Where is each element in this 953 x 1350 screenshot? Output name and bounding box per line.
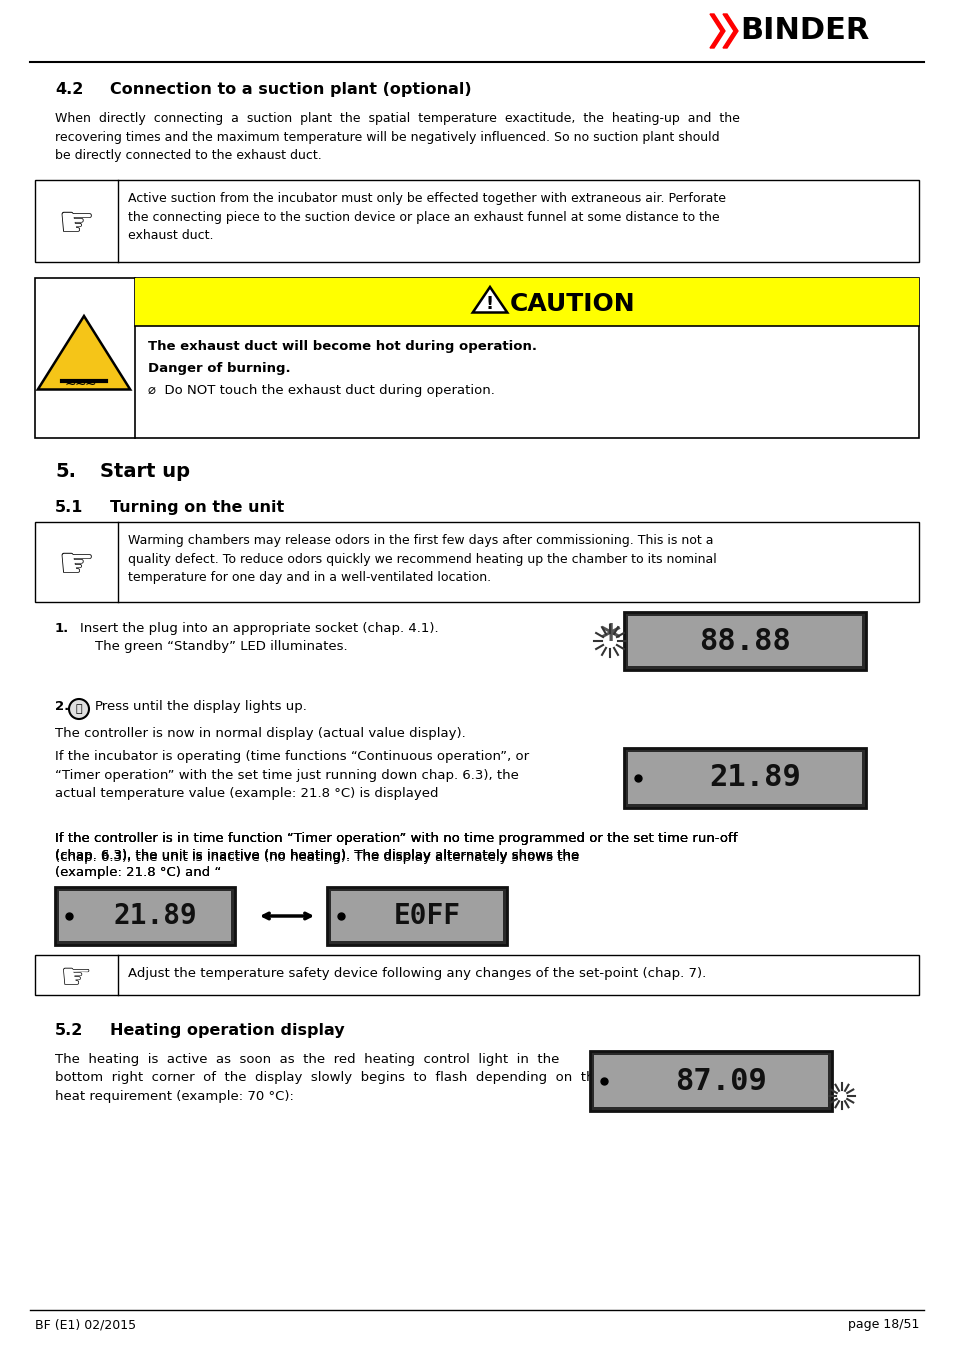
Text: If the controller is in time function “Timer operation” with no time programmed : If the controller is in time function “T… bbox=[55, 832, 737, 845]
Polygon shape bbox=[38, 316, 130, 390]
Text: CAUTION: CAUTION bbox=[510, 292, 635, 316]
Text: 5.2: 5.2 bbox=[55, 1023, 83, 1038]
Bar bbox=[59, 891, 231, 941]
Text: Connection to a suction plant (optional): Connection to a suction plant (optional) bbox=[110, 82, 471, 97]
Text: until the display lights up.: until the display lights up. bbox=[132, 701, 307, 713]
Text: ≈: ≈ bbox=[64, 377, 75, 390]
Text: Active suction from the incubator must only be effected together with extraneous: Active suction from the incubator must o… bbox=[128, 192, 725, 242]
Text: 21.89: 21.89 bbox=[708, 764, 801, 792]
Text: *: * bbox=[599, 622, 619, 660]
Text: 88.88: 88.88 bbox=[699, 626, 790, 656]
Text: Start up: Start up bbox=[100, 462, 190, 481]
Bar bbox=[623, 748, 865, 809]
Bar bbox=[35, 278, 918, 437]
Text: Turning on the unit: Turning on the unit bbox=[110, 500, 284, 514]
Text: 5.: 5. bbox=[55, 462, 76, 481]
Text: If the controller is in time function “Timer operation” with no time programmed : If the controller is in time function “T… bbox=[55, 832, 737, 864]
Text: 21.89: 21.89 bbox=[113, 902, 196, 930]
Text: (chap. 6.3), the unit is inactive (no heating). The display alternately shows th: (chap. 6.3), the unit is inactive (no he… bbox=[55, 849, 583, 863]
Bar bbox=[135, 278, 918, 325]
Text: ⌀  Do NOT touch the exhaust duct during operation.: ⌀ Do NOT touch the exhaust duct during o… bbox=[148, 383, 495, 397]
Polygon shape bbox=[722, 14, 738, 49]
Text: E0FF: E0FF bbox=[393, 902, 460, 930]
Text: (chap. 6.3), the unit is inactive (no heating). The display alternately shows th: (chap. 6.3), the unit is inactive (no he… bbox=[55, 849, 583, 863]
Text: Warming chambers may release odors in the first few days after commissioning. Th: Warming chambers may release odors in th… bbox=[128, 535, 716, 585]
Text: ⏻: ⏻ bbox=[75, 703, 82, 714]
Bar bbox=[331, 891, 502, 941]
Text: 2.: 2. bbox=[55, 701, 70, 713]
Bar bbox=[55, 887, 234, 945]
Bar bbox=[35, 954, 918, 995]
Text: 1.: 1. bbox=[55, 622, 70, 634]
Polygon shape bbox=[473, 288, 507, 312]
Text: Danger of burning.: Danger of burning. bbox=[148, 362, 291, 375]
Text: The  heating  is  active  as  soon  as  the  red  heating  control  light  in  t: The heating is active as soon as the red… bbox=[55, 1053, 602, 1103]
Bar bbox=[589, 1052, 831, 1111]
Text: Heating operation display: Heating operation display bbox=[110, 1023, 344, 1038]
Bar bbox=[594, 1054, 827, 1107]
Text: When  directly  connecting  a  suction  plant  the  spatial  temperature  exacti: When directly connecting a suction plant… bbox=[55, 112, 740, 162]
Text: ☞: ☞ bbox=[57, 202, 94, 244]
Text: ≈: ≈ bbox=[74, 377, 86, 390]
Bar bbox=[35, 180, 918, 262]
Text: The controller is now in normal display (actual value display).: The controller is now in normal display … bbox=[55, 728, 465, 740]
Bar bbox=[627, 752, 862, 805]
Text: (example: 21.8 °C) and “: (example: 21.8 °C) and “ bbox=[55, 865, 221, 879]
Text: ☞: ☞ bbox=[60, 960, 92, 994]
Text: Press: Press bbox=[95, 701, 130, 713]
Text: !: ! bbox=[485, 296, 494, 313]
Text: ☞: ☞ bbox=[57, 543, 94, 585]
Polygon shape bbox=[709, 14, 724, 49]
Text: BF (E1) 02/2015: BF (E1) 02/2015 bbox=[35, 1318, 136, 1331]
Text: If the controller is in time function “Timer operation” with no time programmed : If the controller is in time function “T… bbox=[55, 832, 737, 845]
Text: (example: 21.8 °C) and “: (example: 21.8 °C) and “ bbox=[55, 865, 221, 879]
Bar bbox=[623, 612, 865, 670]
Bar bbox=[327, 887, 506, 945]
Text: If the incubator is operating (time functions “Continuous operation”, or
“Timer : If the incubator is operating (time func… bbox=[55, 751, 529, 801]
Text: page 18/51: page 18/51 bbox=[846, 1318, 918, 1331]
Text: 4.2: 4.2 bbox=[55, 82, 83, 97]
Text: The exhaust duct will become hot during operation.: The exhaust duct will become hot during … bbox=[148, 340, 537, 352]
Text: BINDER: BINDER bbox=[740, 16, 868, 45]
Text: Adjust the temperature safety device following any changes of the set-point (cha: Adjust the temperature safety device fol… bbox=[128, 967, 705, 980]
Text: (chap. 6.3), the unit is inactive (no heating). The display alternately shows th: (chap. 6.3), the unit is inactive (no he… bbox=[55, 849, 583, 863]
Text: ≈: ≈ bbox=[84, 377, 95, 390]
Bar bbox=[627, 616, 862, 666]
Text: Insert the plug into an appropriate socket (chap. 4.1).: Insert the plug into an appropriate sock… bbox=[80, 622, 438, 634]
Bar bbox=[35, 522, 918, 602]
Text: The green “Standby” LED illuminates.: The green “Standby” LED illuminates. bbox=[95, 640, 347, 653]
Text: 87.09: 87.09 bbox=[675, 1066, 766, 1095]
Circle shape bbox=[69, 699, 89, 720]
Text: 5.1: 5.1 bbox=[55, 500, 83, 514]
